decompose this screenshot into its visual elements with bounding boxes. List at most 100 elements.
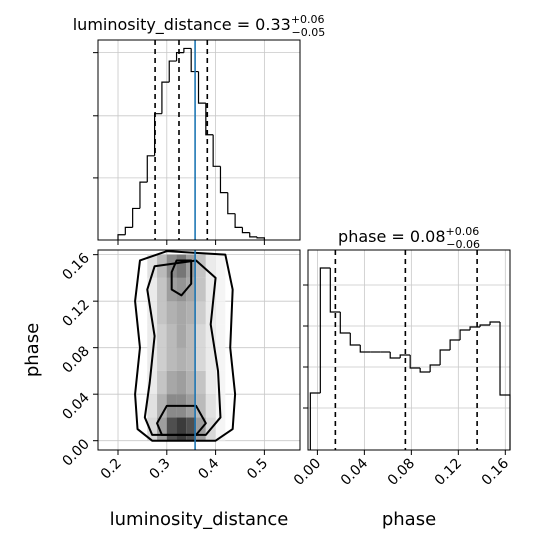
density-cell	[147, 324, 158, 348]
density-cell	[215, 324, 226, 348]
density-cell	[157, 301, 167, 325]
density-cell	[186, 277, 197, 302]
histogram-bin	[359, 345, 371, 353]
histogram-bin	[190, 48, 199, 73]
x-tick-label: 0.08	[385, 456, 418, 489]
density-cell	[196, 277, 206, 302]
density-cell	[176, 370, 187, 395]
histogram-bin	[489, 321, 501, 325]
density-cell	[157, 394, 167, 418]
x-tick-label: 0.00	[291, 456, 324, 489]
density-cell	[205, 370, 216, 395]
histogram-bin	[329, 268, 341, 313]
histogram-bin	[256, 236, 265, 240]
title-main: phase = 0.08	[338, 227, 445, 246]
title-main: luminosity_distance = 0.33	[73, 15, 291, 35]
histogram-bin	[319, 267, 331, 393]
histogram-bin	[309, 392, 321, 450]
histogram-bin	[339, 312, 351, 334]
density-cell	[215, 277, 226, 302]
density-cell	[215, 347, 226, 371]
title-sup: +0.06	[291, 13, 325, 26]
density-cell	[176, 277, 187, 302]
histogram-bin	[241, 227, 250, 234]
histogram-bin	[117, 234, 126, 240]
density-cell	[196, 254, 206, 278]
histogram-bin	[469, 326, 481, 330]
histogram-bin	[349, 333, 361, 346]
density-cell	[186, 324, 197, 348]
density-cell	[205, 277, 216, 302]
histogram-bin	[419, 368, 431, 373]
density-cell	[186, 370, 197, 395]
histogram-bin	[197, 71, 206, 104]
density-cell	[166, 324, 177, 348]
x-axis-label: luminosity_distance	[110, 509, 289, 530]
density-cell	[157, 347, 167, 371]
title-sub: −0.06	[446, 238, 480, 251]
density-cell	[176, 347, 187, 371]
contour	[156, 404, 207, 436]
histogram-bin	[132, 207, 140, 228]
histogram-bin	[146, 155, 155, 183]
x-tick-label: 0.5	[244, 456, 271, 483]
axes-frame	[97, 39, 301, 241]
histogram-bin	[249, 232, 258, 238]
contour	[170, 259, 193, 297]
density-cell	[176, 254, 187, 278]
histogram-bin	[168, 60, 177, 83]
histogram-bin	[227, 192, 236, 215]
y-tick-label: 0.00	[59, 436, 92, 469]
density-cell	[166, 347, 177, 371]
density-cell	[205, 394, 216, 418]
density-cell	[166, 254, 177, 278]
histogram-bin	[234, 213, 243, 228]
histogram-bin	[399, 354, 411, 358]
density-cell	[205, 301, 216, 325]
density-cell	[196, 347, 206, 371]
density-cell	[186, 417, 197, 441]
histogram-bin	[389, 352, 401, 359]
title-sub: −0.05	[292, 26, 326, 39]
density-cell	[196, 370, 206, 395]
y-tick-label: 0.16	[59, 250, 92, 283]
histogram-bin	[212, 134, 221, 167]
x-tick-label: 0.04	[338, 455, 371, 488]
density-cell	[166, 417, 177, 441]
y-tick-label: 0.08	[59, 343, 92, 376]
histogram-bin	[205, 103, 214, 136]
density-cell	[176, 301, 187, 325]
histogram-bin	[124, 226, 133, 235]
density-cell	[215, 301, 226, 325]
histogram-bin	[139, 181, 148, 209]
y-axis-label: phase	[22, 323, 43, 377]
density-cell	[215, 370, 226, 395]
density-cell	[205, 347, 216, 371]
density-cell	[147, 394, 158, 418]
density-cell	[147, 277, 158, 302]
density-cell	[196, 394, 206, 418]
density-cell	[166, 370, 177, 395]
density-cell	[215, 254, 226, 278]
density-cell	[176, 324, 187, 348]
histogram-bin	[175, 52, 184, 62]
density-cell	[157, 277, 167, 302]
density-cell	[186, 347, 197, 371]
histogram-bin	[479, 324, 491, 327]
x-tick-label: 0.4	[195, 455, 222, 482]
density-cell	[147, 254, 158, 278]
density-cell	[205, 324, 216, 348]
contour	[134, 250, 237, 442]
density-cell	[147, 370, 158, 395]
x-tick-label: 0.16	[479, 455, 512, 488]
y-tick-label: 0.04	[59, 390, 92, 423]
density-cell	[157, 254, 167, 278]
title-0: luminosity_distance = 0.33+0.06 −0.05	[73, 13, 326, 39]
histogram-bin	[429, 364, 441, 372]
density-cell	[166, 301, 177, 325]
density-cell	[196, 324, 206, 348]
axes-frame	[307, 249, 511, 451]
density-cell	[157, 417, 167, 441]
density-cell	[147, 301, 158, 325]
